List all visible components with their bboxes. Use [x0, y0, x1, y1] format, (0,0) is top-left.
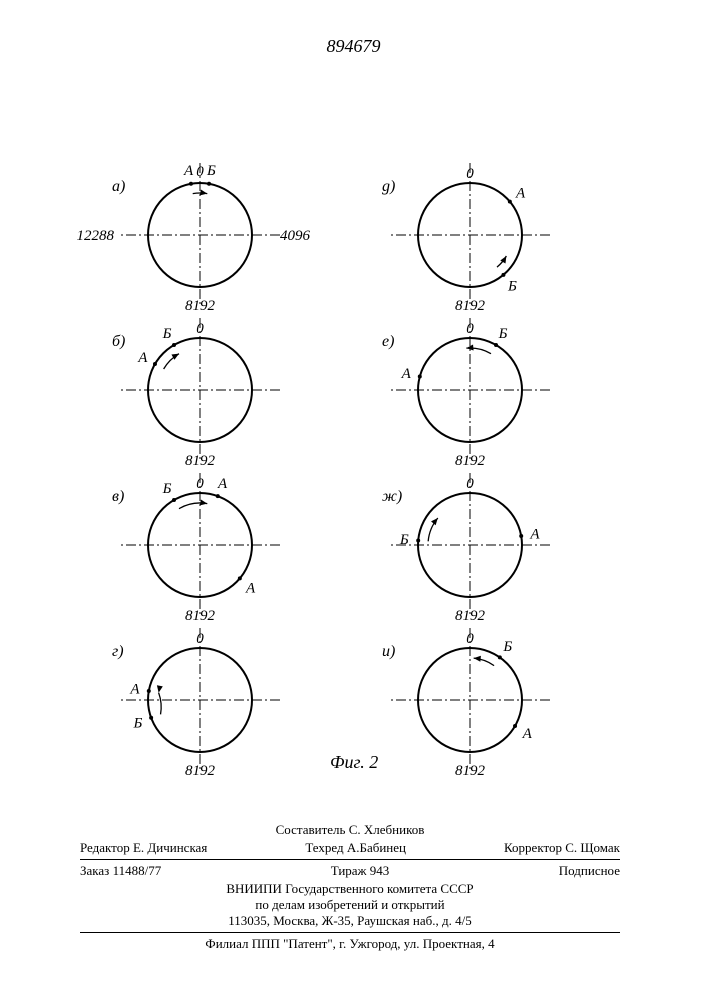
subscription: Подписное [559, 863, 620, 879]
diagram-г): А Б 8192 0 г) [70, 615, 330, 785]
svg-text:0: 0 [466, 631, 474, 647]
editor-name: Е. Дичинская [133, 840, 207, 855]
diagram-в): АБА81920в) [70, 460, 330, 630]
svg-text:0: 0 [196, 631, 204, 647]
svg-text:8192: 8192 [455, 763, 486, 779]
svg-text:А: А [183, 163, 194, 179]
editor-label: Редактор [80, 840, 130, 855]
diagram-а): АБ12288409681920а) [70, 150, 330, 320]
svg-text:А: А [522, 726, 533, 742]
diagram-g): АБ81920g) [340, 150, 600, 320]
svg-text:г): г) [112, 643, 124, 660]
diagram-и): А Б 8192 0 и) [340, 615, 600, 785]
svg-text:8192: 8192 [185, 763, 216, 779]
org-line-1: ВНИИПИ Государственного комитета СССР [80, 881, 620, 897]
svg-text:g): g) [382, 178, 395, 195]
svg-text:Б: Б [162, 481, 172, 497]
diagram-е): АБ81920е) [340, 305, 600, 475]
svg-text:е): е) [382, 333, 394, 350]
svg-text:А: А [401, 366, 412, 382]
page-number: 894679 [0, 36, 707, 57]
diagram-б): АБ81920б) [70, 305, 330, 475]
svg-text:в): в) [112, 488, 124, 505]
svg-text:0: 0 [466, 166, 474, 182]
svg-text:А: А [137, 350, 148, 366]
diagram-ж): АБ81920ж) [340, 460, 600, 630]
compiler-name: С. Хлебников [349, 822, 425, 837]
compiler-label: Составитель [276, 822, 346, 837]
svg-text:и): и) [382, 643, 395, 660]
svg-text:Б: Б [507, 279, 517, 295]
svg-text:А: А [529, 527, 540, 543]
svg-text:Б: Б [399, 532, 409, 548]
svg-text:ж): ж) [382, 488, 402, 505]
branch-line: Филиал ППП "Патент", г. Ужгород, ул. Про… [80, 936, 620, 952]
svg-text:а): а) [112, 178, 125, 195]
svg-text:0: 0 [466, 476, 474, 492]
svg-text:12288: 12288 [77, 228, 115, 244]
techred-label: Техред [305, 840, 343, 855]
svg-text:б): б) [112, 333, 125, 350]
figure-caption: Фиг. 2 [330, 752, 378, 773]
svg-text:0: 0 [466, 321, 474, 337]
footer-block: Составитель С. Хлебников Редактор Е. Дич… [80, 822, 620, 952]
svg-text:А: А [245, 580, 256, 596]
corrector-label: Корректор [504, 840, 562, 855]
svg-text:0: 0 [196, 164, 204, 180]
tirazh-label: Тираж [331, 863, 367, 878]
svg-text:А: А [217, 476, 228, 492]
svg-text:0: 0 [196, 321, 204, 337]
svg-text:Б: Б [502, 639, 512, 655]
svg-text:Б: Б [133, 716, 143, 732]
svg-text:0: 0 [196, 476, 204, 492]
svg-text:Б: Б [206, 163, 216, 179]
svg-text:А: А [515, 186, 526, 202]
tirazh-value: 943 [370, 863, 390, 878]
svg-text:Б: Б [162, 326, 172, 342]
order-label: Заказ [80, 863, 109, 878]
svg-text:4096: 4096 [280, 228, 311, 244]
corrector-name: С. Щомак [565, 840, 620, 855]
order-value: 11488/77 [113, 863, 162, 878]
addr-line: 113035, Москва, Ж-35, Раушская наб., д. … [80, 913, 620, 929]
figure-grid: АБ12288409681920а)АБ81920б)АБА81920в)АБ8… [0, 90, 707, 750]
org-line-2: по делам изобретений и открытий [80, 897, 620, 913]
svg-text:Б: Б [498, 326, 508, 342]
techred-name: А.Бабинец [347, 840, 406, 855]
svg-text:А: А [129, 682, 140, 698]
